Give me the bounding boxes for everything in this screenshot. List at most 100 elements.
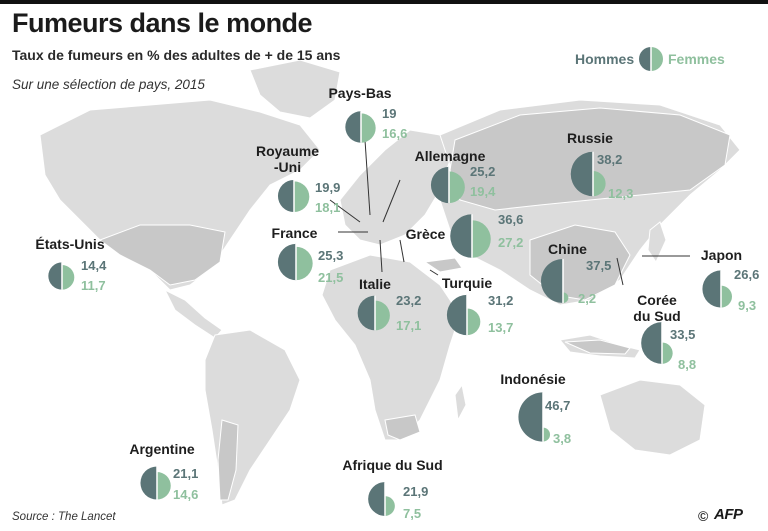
leader-line-italie [379,239,383,273]
australia-landmass [599,379,706,456]
pie-women-indonesie [543,427,551,442]
value-women-indonesie: 3,8 [553,431,572,446]
pie-women-italie [375,300,390,331]
pie-men-japon [702,270,721,308]
value-men-italie: 23,2 [396,293,422,308]
indonesia-highlight [564,339,631,355]
value-men-turquie: 31,2 [488,293,514,308]
top-rule [0,0,768,4]
pie-men-chine [540,258,563,304]
pie-men-allemagne [430,166,449,204]
pie-women-pays-bas [361,113,376,143]
greenland-landmass [249,59,341,119]
pie-women-allemagne [449,171,465,204]
japan-landmass [647,221,667,264]
leader-line-allemagne [382,179,401,223]
label-japon: Japon [700,247,743,263]
pie-women-royaume-uni [294,181,310,213]
value-men-afrique-du-sud: 21,9 [403,484,429,499]
pie-women-japon [721,285,732,308]
value-men-allemagne: 25,2 [470,164,496,179]
legend-men-label: Hommes [575,51,635,67]
value-women-chine: 2,2 [578,291,597,306]
pie-men-royaume-uni [277,179,294,213]
value-women-allemagne: 19,4 [470,184,496,199]
legend-men-half [639,47,651,71]
pie-women-etats-unis [62,265,75,290]
leader-line-pays-bas [364,139,371,216]
page-subtitle: Taux de fumeurs en % des adultes de + de… [12,47,341,63]
value-women-grece: 27,2 [498,235,524,250]
south-africa-highlight [384,414,421,441]
value-women-afrique-du-sud: 7,5 [403,506,422,521]
value-men-chine: 37,5 [586,258,612,273]
label-russie: Russie [567,130,613,146]
argentina-highlight [217,419,239,501]
page-title: Fumeurs dans le monde [12,8,313,38]
value-men-grece: 36,6 [498,212,524,227]
pie-women-coree-du-sud [662,342,673,364]
legend-women-label: Femmes [668,51,725,67]
value-women-royaume-uni: 18,1 [315,200,341,215]
pie-men-pays-bas [345,111,361,143]
leader-line-turquie [429,269,439,276]
pie-women-argentine [157,472,171,500]
label-coree-du-sud: Corée du Sud [633,292,681,324]
value-men-coree-du-sud: 33,5 [670,327,696,342]
value-women-etats-unis: 11,7 [81,278,106,293]
source-note: Source : The Lancet [12,511,116,523]
pie-women-france [296,246,313,281]
turkey-highlight [423,257,463,273]
label-pays-bas: Pays-Bas [328,85,392,101]
label-afrique-du-sud: Afrique du Sud [342,457,443,473]
value-men-russie: 38,2 [597,152,623,167]
legend-women-half [651,47,663,71]
leader-line-coree [616,257,624,286]
usa-highlight [98,224,226,286]
label-royaume-uni: Royaume -Uni [255,143,320,175]
value-men-argentine: 21,1 [173,466,199,481]
pie-women-chine [563,292,569,304]
pie-men-etats-unis [48,262,62,290]
value-women-italie: 17,1 [396,318,422,333]
pie-men-coree-du-sud [641,322,662,364]
label-italie: Italie [359,276,391,292]
pie-men-grece [450,214,472,258]
pie-men-italie [357,295,375,331]
label-france: France [271,225,318,241]
pie-men-argentine [140,466,157,500]
pie-men-france [277,243,296,281]
value-men-japon: 26,6 [734,267,760,282]
copyright-symbol: © [698,508,709,524]
legend-pie-icon [639,47,663,71]
value-women-russie: 12,3 [608,186,634,201]
value-men-pays-bas: 19 [382,106,397,121]
value-men-etats-unis: 14,4 [81,258,107,273]
label-chine: Chine [548,241,587,257]
pie-women-grece [472,220,491,258]
value-women-coree-du-sud: 8,8 [678,357,697,372]
madagascar-landmass [454,383,467,422]
pie-women-russie [593,170,606,197]
label-etats-unis: États-Unis [35,236,105,252]
label-allemagne: Allemagne [414,148,486,164]
pie-men-turquie [446,294,467,336]
value-women-japon: 9,3 [738,298,757,313]
pie-men-indonesie [518,392,543,442]
leader-line-grece [399,239,405,263]
pie-women-afrique-du-sud [385,496,395,516]
value-men-france: 25,3 [318,248,344,263]
label-argentine: Argentine [129,441,195,457]
pie-women-turquie [467,308,481,336]
label-indonesie: Indonésie [500,371,566,387]
value-women-pays-bas: 16,6 [382,126,408,141]
page-note: Sur une sélection de pays, 2015 [12,77,205,92]
afp-logo: AFP [714,506,743,523]
value-women-argentine: 14,6 [173,487,199,502]
label-grece: Grèce [405,226,446,242]
value-men-indonesie: 46,7 [545,398,571,413]
leader-line-royaume-uni [329,199,361,223]
value-men-royaume-uni: 19,9 [315,180,341,195]
